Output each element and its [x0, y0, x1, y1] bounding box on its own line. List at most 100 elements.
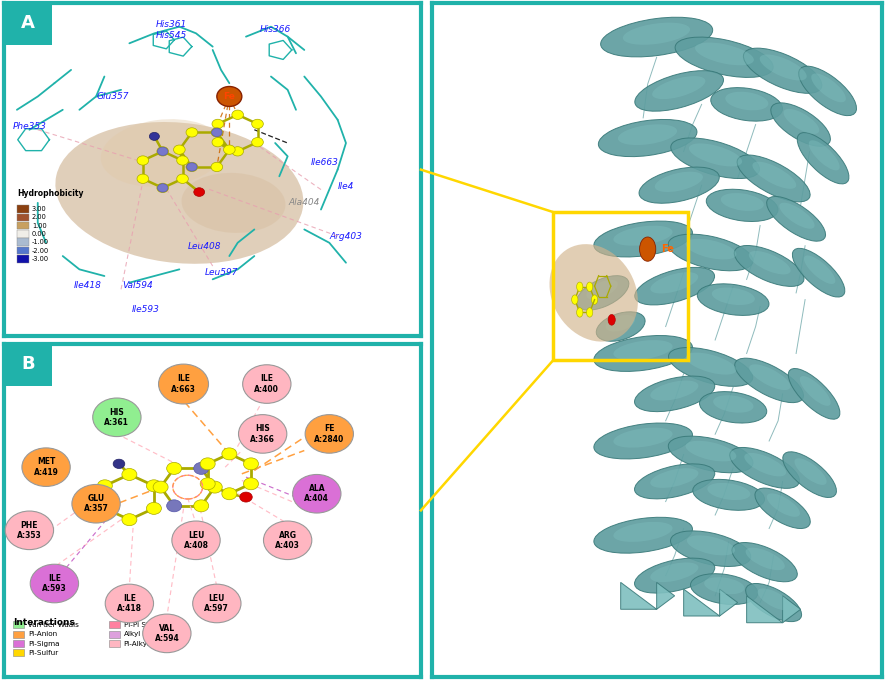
Ellipse shape	[766, 197, 826, 241]
Bar	[12, 640, 25, 647]
Circle shape	[577, 308, 583, 317]
Ellipse shape	[706, 189, 778, 222]
Ellipse shape	[766, 494, 800, 517]
Text: ILE
A:418: ILE A:418	[117, 594, 142, 613]
Text: Phe353: Phe353	[12, 122, 46, 131]
Ellipse shape	[695, 43, 754, 65]
Circle shape	[186, 163, 198, 171]
Circle shape	[244, 458, 259, 470]
Bar	[553, 212, 688, 360]
Circle shape	[174, 145, 185, 154]
Circle shape	[211, 163, 222, 171]
Ellipse shape	[55, 122, 303, 264]
Text: Arg403: Arg403	[330, 232, 362, 241]
Text: MET
A:419: MET A:419	[34, 458, 58, 477]
Circle shape	[305, 415, 354, 453]
Circle shape	[167, 500, 182, 512]
Ellipse shape	[750, 364, 790, 390]
Circle shape	[146, 503, 161, 514]
Text: B: B	[21, 355, 35, 373]
Ellipse shape	[686, 239, 736, 260]
Circle shape	[194, 188, 205, 197]
Text: Pi-Alkyl: Pi-Alkyl	[123, 641, 150, 647]
Polygon shape	[621, 582, 674, 609]
Text: His366: His366	[260, 25, 291, 35]
Bar	[17, 214, 29, 221]
Text: ILE
A:663: ILE A:663	[171, 375, 196, 394]
Circle shape	[252, 137, 263, 147]
Circle shape	[608, 314, 615, 325]
Ellipse shape	[182, 173, 285, 233]
Circle shape	[587, 308, 593, 317]
Circle shape	[146, 480, 161, 492]
Text: Pi-Sigma: Pi-Sigma	[27, 641, 59, 647]
Circle shape	[232, 110, 244, 120]
Ellipse shape	[613, 226, 672, 245]
Ellipse shape	[594, 221, 693, 257]
Ellipse shape	[639, 167, 719, 203]
Ellipse shape	[789, 369, 840, 419]
Text: Ile4: Ile4	[338, 182, 354, 191]
Circle shape	[192, 584, 241, 623]
Ellipse shape	[809, 140, 840, 171]
Ellipse shape	[634, 464, 715, 499]
Circle shape	[22, 448, 70, 486]
Text: -1.00: -1.00	[32, 239, 49, 245]
Circle shape	[211, 128, 222, 137]
Circle shape	[222, 488, 237, 500]
Text: Pi-Anion: Pi-Anion	[27, 631, 57, 637]
Ellipse shape	[711, 288, 755, 305]
Circle shape	[158, 147, 168, 156]
Text: -2.00: -2.00	[32, 248, 49, 254]
Text: Leu408: Leu408	[188, 241, 222, 251]
Ellipse shape	[601, 17, 712, 57]
Circle shape	[167, 462, 182, 475]
Bar	[17, 230, 29, 238]
Ellipse shape	[594, 423, 693, 459]
Circle shape	[200, 458, 215, 470]
Ellipse shape	[783, 109, 820, 134]
Text: 3.00: 3.00	[32, 206, 47, 212]
Text: PHE
A:353: PHE A:353	[17, 521, 42, 540]
Circle shape	[186, 128, 198, 137]
Circle shape	[187, 163, 197, 171]
Circle shape	[194, 500, 209, 512]
Polygon shape	[684, 589, 738, 616]
Ellipse shape	[598, 120, 697, 156]
Text: Val594: Val594	[122, 282, 153, 290]
Circle shape	[194, 462, 209, 475]
Ellipse shape	[650, 469, 698, 488]
Ellipse shape	[771, 103, 830, 146]
Text: LEU
A:597: LEU A:597	[205, 594, 229, 613]
Text: Interactions: Interactions	[12, 618, 74, 628]
Ellipse shape	[690, 574, 758, 605]
Ellipse shape	[737, 155, 810, 202]
Ellipse shape	[686, 441, 736, 462]
Text: FE
A:2840: FE A:2840	[315, 424, 345, 443]
Text: 1.00: 1.00	[32, 222, 47, 228]
Circle shape	[592, 295, 598, 305]
Bar	[12, 622, 25, 628]
Circle shape	[263, 521, 312, 560]
Ellipse shape	[743, 48, 822, 93]
Ellipse shape	[650, 381, 698, 401]
Circle shape	[93, 398, 141, 437]
Text: HIS
A:361: HIS A:361	[105, 407, 129, 427]
Text: His361
His545: His361 His545	[155, 20, 187, 39]
Ellipse shape	[732, 543, 797, 582]
Ellipse shape	[606, 315, 635, 331]
Circle shape	[244, 478, 259, 490]
Bar	[109, 622, 120, 628]
Ellipse shape	[650, 272, 698, 294]
Circle shape	[157, 183, 168, 192]
Circle shape	[5, 511, 53, 549]
Circle shape	[30, 564, 79, 602]
Circle shape	[577, 282, 583, 292]
Ellipse shape	[798, 66, 857, 116]
Ellipse shape	[693, 479, 765, 510]
Ellipse shape	[634, 71, 724, 112]
Text: GLU
A:357: GLU A:357	[83, 494, 108, 513]
Bar	[17, 255, 29, 262]
Ellipse shape	[746, 547, 785, 570]
Ellipse shape	[613, 522, 672, 542]
